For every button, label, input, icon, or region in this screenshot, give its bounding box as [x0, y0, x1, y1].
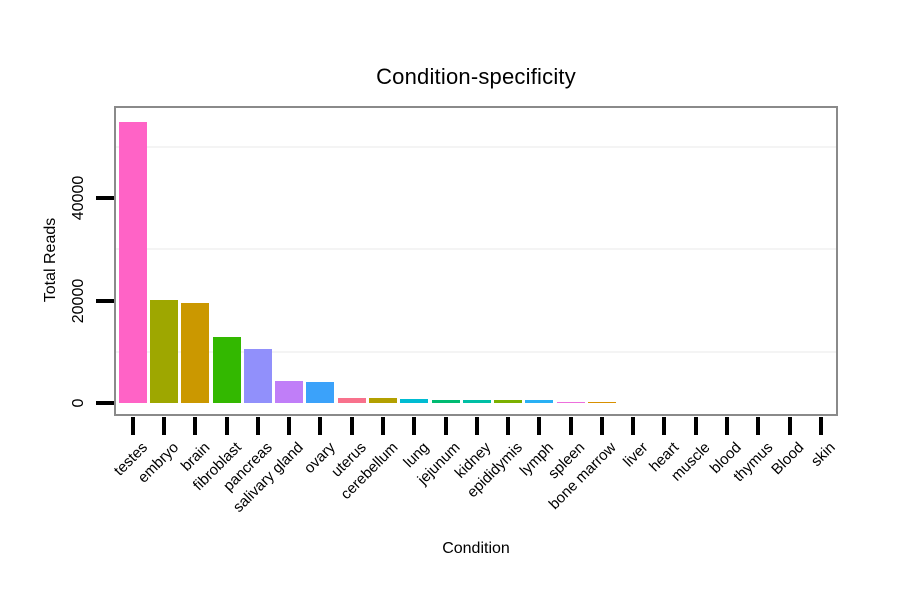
bar-testes [118, 121, 147, 403]
chart-title: Condition-specificity [376, 64, 576, 89]
bar-ovary [306, 381, 335, 403]
x-tick-label: liver [619, 439, 652, 471]
x-tick-label: Blood [768, 439, 808, 479]
x-tick [443, 417, 448, 435]
x-tick [693, 417, 698, 435]
x-tick [474, 417, 479, 435]
bar-lung [400, 399, 429, 403]
bar-jejunum [431, 399, 460, 403]
x-tick [725, 417, 730, 435]
bar-lymph [525, 400, 554, 403]
x-axis-title: Condition [442, 540, 510, 557]
plot-area [114, 106, 838, 416]
minor-gridline [116, 145, 836, 148]
x-tick [631, 417, 636, 435]
bar-fibroblast [212, 336, 241, 403]
y-tick [96, 401, 114, 405]
y-tick-label: 40000 [70, 175, 87, 221]
bar-bone-marrow [587, 401, 616, 403]
minor-gridline [116, 350, 836, 353]
x-tick [193, 417, 198, 435]
bar-pancreas [243, 349, 272, 403]
x-tick-label: skin [808, 439, 839, 470]
bar-embryo [149, 299, 178, 403]
bar-epididymis [494, 400, 523, 403]
bar-salivary-gland [275, 380, 304, 403]
minor-gridline [116, 248, 836, 251]
x-tick [599, 417, 604, 435]
bar-cerebellum [368, 397, 397, 403]
x-tick [818, 417, 823, 435]
x-tick [224, 417, 229, 435]
bar-kidney [462, 399, 491, 403]
x-tick [756, 417, 761, 435]
bar-brain [181, 303, 210, 403]
y-tick-label: 20000 [70, 278, 87, 323]
x-tick [568, 417, 573, 435]
x-tick [787, 417, 792, 435]
x-tick [662, 417, 667, 435]
bar-spleen [556, 401, 585, 403]
bar-uterus [337, 397, 366, 403]
x-tick [506, 417, 511, 435]
x-tick [130, 417, 135, 435]
x-tick [318, 417, 323, 435]
y-tick [96, 196, 114, 200]
x-tick [537, 417, 542, 435]
x-tick [161, 417, 166, 435]
x-tick [412, 417, 417, 435]
y-tick [96, 298, 114, 303]
x-tick [349, 417, 354, 435]
x-tick [287, 417, 292, 435]
x-tick [380, 417, 385, 435]
y-axis-title: Total Reads [42, 217, 59, 303]
y-tick-label: 0 [70, 398, 87, 408]
x-tick [255, 417, 260, 435]
